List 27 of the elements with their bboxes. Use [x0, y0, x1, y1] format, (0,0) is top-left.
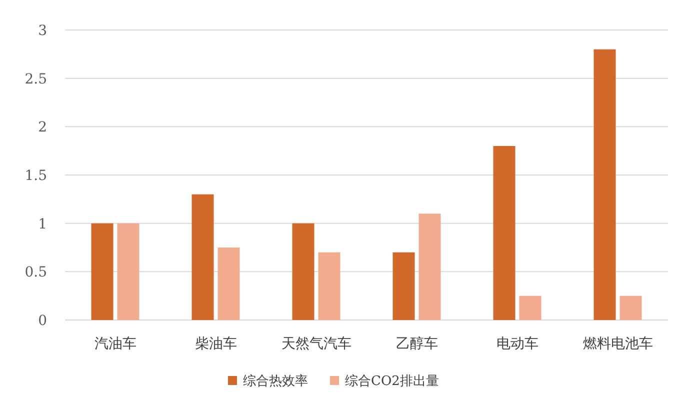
y-tick-label: 2.5 [24, 71, 47, 88]
y-tick-label: 2 [38, 120, 47, 136]
x-tick-label: 乙醇车 [396, 336, 438, 352]
y-tick-label: 0.5 [24, 264, 47, 281]
bar [418, 214, 441, 320]
bar [91, 223, 114, 320]
x-tick-label: 天然气汽车 [281, 336, 352, 352]
y-tick-label: 0 [38, 313, 47, 329]
bar [519, 296, 542, 320]
x-tick-label: 电动车 [496, 336, 538, 352]
bar [117, 223, 140, 320]
bar [192, 194, 214, 320]
legend-label: 综合CO2排出量 [345, 374, 439, 389]
bar [292, 223, 314, 320]
bar [318, 252, 340, 320]
bar [594, 49, 616, 320]
bar [493, 146, 516, 320]
x-tick-label: 汽油车 [94, 336, 136, 352]
y-tick-label: 1 [38, 216, 47, 232]
legend-label: 综合热效率 [243, 373, 308, 389]
y-tick-label: 1.5 [24, 168, 47, 184]
x-tick-label: 燃料电池车 [582, 336, 653, 352]
y-tick-label: 3 [38, 23, 47, 39]
bar [218, 248, 240, 320]
bar [620, 296, 642, 320]
x-tick-label: 柴油车 [194, 336, 237, 352]
bar [392, 252, 415, 320]
